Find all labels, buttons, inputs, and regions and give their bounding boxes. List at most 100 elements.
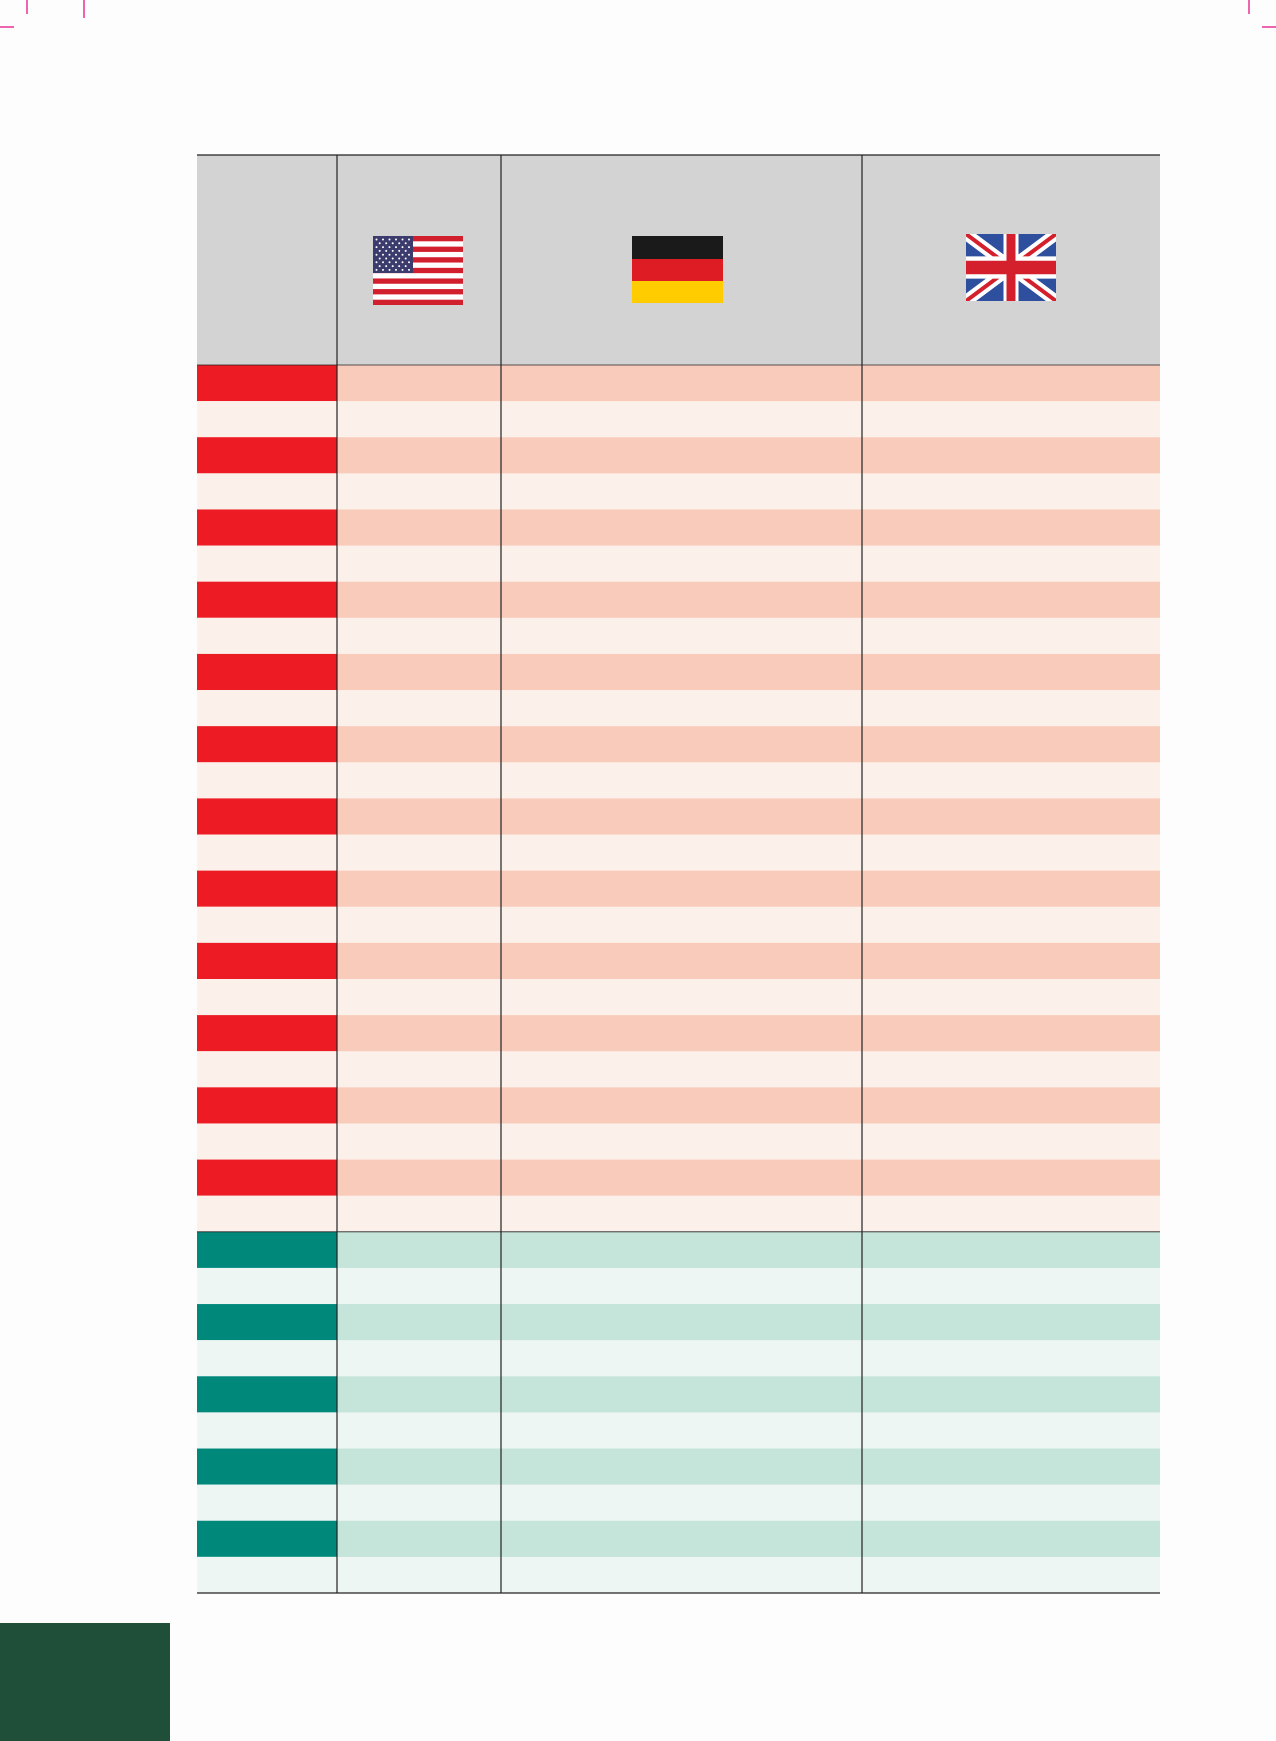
table-row <box>197 509 1160 547</box>
star <box>391 265 394 268</box>
table-row <box>197 798 1160 836</box>
stripe <box>373 299 463 305</box>
table-row <box>197 1087 1160 1124</box>
row-label-cell <box>197 690 337 727</box>
corner-block <box>0 1623 170 1741</box>
star <box>395 261 397 264</box>
star <box>404 242 407 245</box>
star <box>382 246 384 249</box>
star <box>404 257 407 260</box>
table-row <box>197 1340 1160 1377</box>
star <box>375 268 378 271</box>
row-label-cell <box>197 1412 337 1450</box>
row-label-cell <box>197 581 337 619</box>
star <box>395 246 397 249</box>
stripe <box>373 236 463 242</box>
table-row <box>197 942 1160 980</box>
row-label-cell <box>197 1556 337 1594</box>
table-row <box>197 617 1160 655</box>
star <box>382 238 384 241</box>
table-row <box>197 1051 1160 1088</box>
star <box>382 268 384 271</box>
row-label-cell <box>197 1448 337 1486</box>
row-label-cell <box>197 473 337 510</box>
row-label-cell <box>197 1267 337 1305</box>
table-row <box>197 1123 1160 1161</box>
row-label-cell <box>197 1159 337 1197</box>
table-row <box>197 1159 1160 1197</box>
star <box>395 268 397 271</box>
stripe <box>373 289 463 295</box>
table-row <box>197 437 1160 474</box>
row-label-cell <box>197 1484 337 1522</box>
star <box>391 249 394 252</box>
star <box>378 257 381 260</box>
row-label-cell <box>197 1376 337 1413</box>
star <box>375 253 378 256</box>
table-row <box>197 473 1160 510</box>
row-label-cell <box>197 653 337 691</box>
row-label-cell <box>197 1520 337 1558</box>
row-label-cell <box>197 1123 337 1161</box>
row-label-cell <box>197 509 337 547</box>
star <box>395 238 397 241</box>
table-row <box>197 653 1160 691</box>
table-row <box>197 726 1160 763</box>
table-row <box>197 979 1160 1016</box>
stripe <box>373 278 463 284</box>
row-label-cell <box>197 726 337 763</box>
row-label-cell <box>197 1015 337 1052</box>
star <box>388 253 391 256</box>
star <box>401 238 404 241</box>
row-label-cell <box>197 1340 337 1377</box>
table-row <box>197 1376 1160 1413</box>
star <box>385 249 388 252</box>
star <box>398 257 401 260</box>
row-label-cell <box>197 365 337 402</box>
star <box>388 246 391 249</box>
table-row <box>197 365 1160 402</box>
star <box>395 253 397 256</box>
star <box>382 261 384 264</box>
flag-germany <box>632 236 723 303</box>
table-row <box>197 1267 1160 1305</box>
star <box>408 246 410 249</box>
table-row <box>197 1304 1160 1341</box>
table-row <box>197 906 1160 944</box>
table-body <box>197 365 1160 1594</box>
stripe <box>373 267 463 274</box>
table-row <box>197 870 1160 908</box>
table-row <box>197 545 1160 583</box>
table-row <box>197 762 1160 799</box>
star <box>408 261 410 264</box>
table-row <box>197 401 1160 438</box>
table-row <box>197 1448 1160 1486</box>
row-label-cell <box>197 798 337 836</box>
star <box>382 253 384 256</box>
stripe <box>373 246 463 252</box>
table-row <box>197 1015 1160 1052</box>
row-label-cell <box>197 870 337 908</box>
star <box>375 238 378 241</box>
star <box>408 268 410 271</box>
star <box>388 268 391 271</box>
star <box>404 265 407 268</box>
flag-usa <box>373 236 463 305</box>
star <box>401 253 404 256</box>
row-label-cell <box>197 545 337 583</box>
star <box>385 265 388 268</box>
row-label-cell <box>197 617 337 655</box>
star <box>385 242 388 245</box>
star <box>401 261 404 264</box>
star <box>378 265 381 268</box>
row-label-cell <box>197 1231 337 1269</box>
star <box>375 246 378 249</box>
star <box>388 261 391 264</box>
star <box>378 242 381 245</box>
star <box>398 249 401 252</box>
row-label-cell <box>197 401 337 438</box>
star <box>404 249 407 252</box>
row-label-cell <box>197 906 337 944</box>
table-row <box>197 1195 1160 1233</box>
table-rules <box>197 154 1160 1594</box>
